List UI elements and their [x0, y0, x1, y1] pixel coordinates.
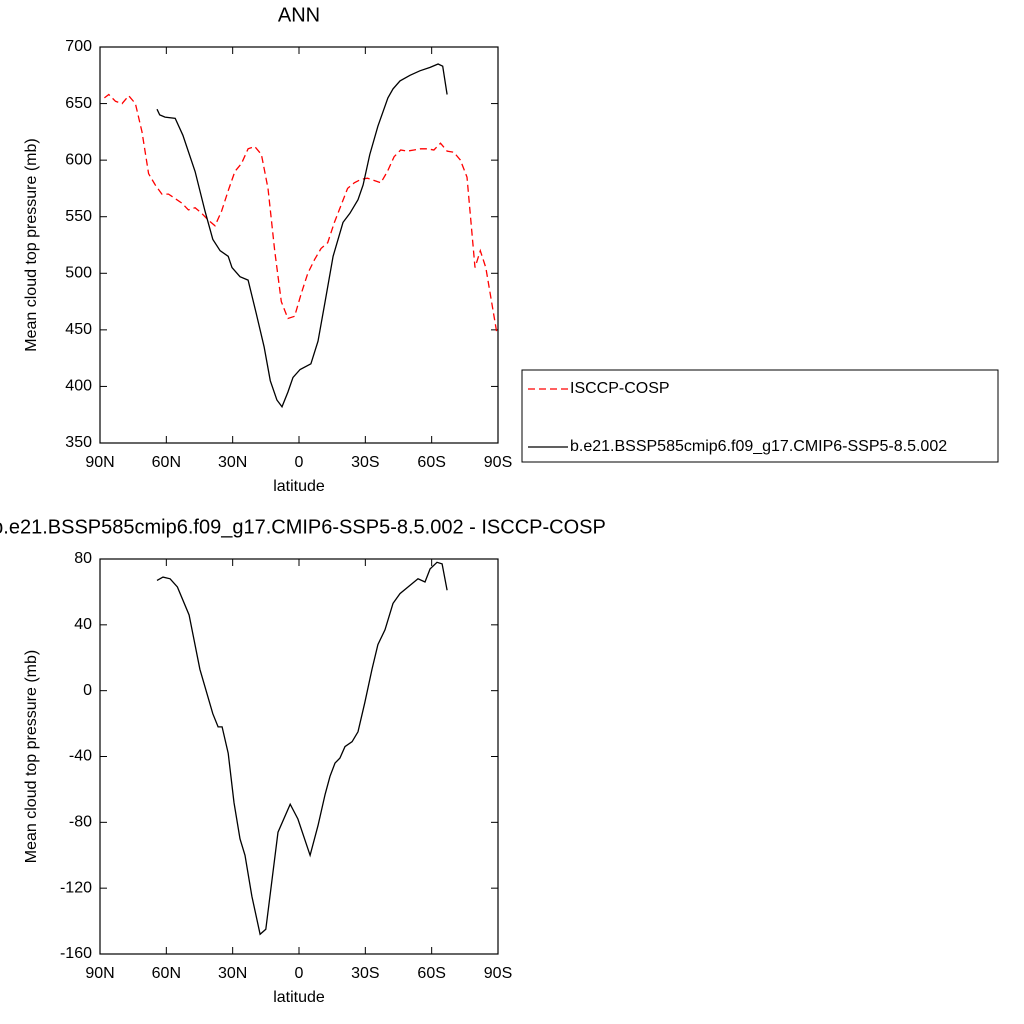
data-line — [156, 63, 448, 409]
legend-box — [521, 369, 999, 463]
y-tick-label: 80 — [74, 550, 92, 567]
x-tick-label: 30N — [218, 965, 247, 982]
data-line — [156, 561, 448, 936]
y-tick-label: 500 — [65, 265, 92, 282]
x-tick-label: 30S — [351, 965, 379, 982]
x-tick-label: 0 — [295, 454, 304, 471]
legend-label: ISCCP-COSP — [570, 380, 670, 397]
x-tick-label: 90N — [85, 454, 114, 471]
chart-title: b.e21.BSSP585cmip6.f09_g17.CMIP6-SSP5-8.… — [0, 516, 606, 538]
y-tick-label: 550 — [65, 208, 92, 225]
x-tick-label: 0 — [295, 965, 304, 982]
x-tick-label: 30S — [351, 454, 379, 471]
y-tick-label: 350 — [65, 434, 92, 451]
x-tick-label: 60N — [152, 965, 181, 982]
y-tick-label: 450 — [65, 321, 92, 338]
x-tick-label: 90S — [484, 965, 512, 982]
legend-label: b.e21.BSSP585cmip6.f09_g17.CMIP6-SSP5-8.… — [570, 438, 947, 455]
data-line — [104, 93, 498, 334]
y-tick-label: 0 — [83, 682, 92, 699]
x-tick-label: 60S — [417, 454, 445, 471]
x-axis-label: latitude — [273, 478, 325, 495]
plot-frame — [99, 558, 499, 955]
x-tick-label: 90N — [85, 965, 114, 982]
y-tick-label: 650 — [65, 95, 92, 112]
x-tick-label: 60S — [417, 965, 445, 982]
x-tick-label: 90S — [484, 454, 512, 471]
x-tick-label: 60N — [152, 454, 181, 471]
y-tick-label: -40 — [69, 748, 92, 765]
y-axis-label: Mean cloud top pressure (mb) — [23, 138, 40, 351]
x-tick-label: 30N — [218, 454, 247, 471]
y-tick-label: -160 — [60, 945, 92, 962]
plot-frame — [99, 46, 499, 444]
x-axis-label: latitude — [273, 989, 325, 1006]
y-tick-label: -120 — [60, 879, 92, 896]
y-tick-label: -80 — [69, 814, 92, 831]
y-tick-label: 600 — [65, 151, 92, 168]
y-tick-label: 40 — [74, 616, 92, 633]
y-tick-label: 700 — [65, 38, 92, 55]
y-tick-label: 400 — [65, 378, 92, 395]
y-axis-label: Mean cloud top pressure (mb) — [23, 650, 40, 863]
chart-title: ANN — [278, 4, 320, 26]
